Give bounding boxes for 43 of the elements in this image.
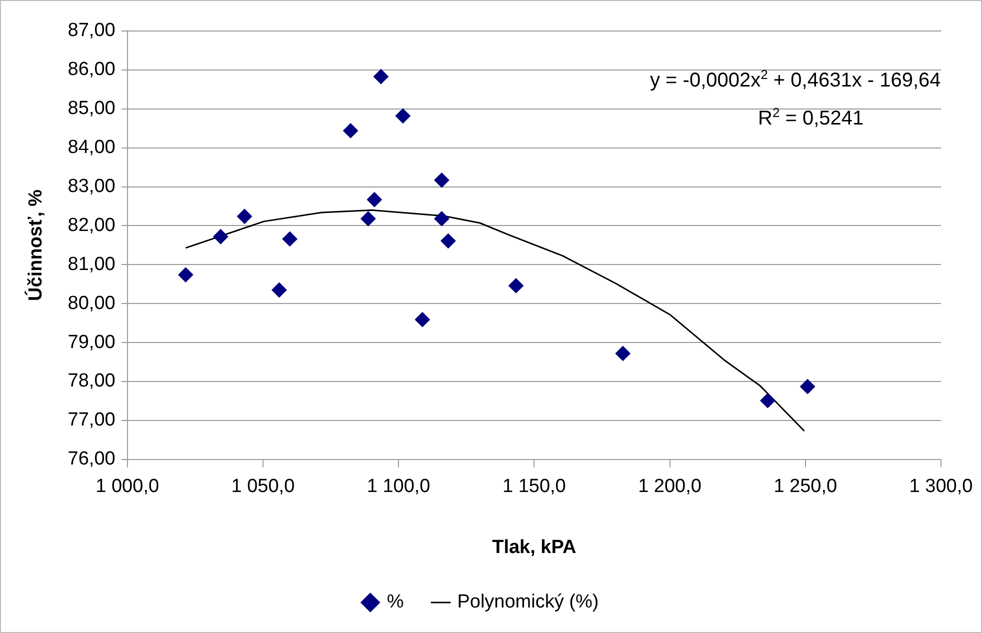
point bbox=[366, 192, 382, 208]
y-tick-label: 78,00 bbox=[68, 370, 116, 392]
point bbox=[434, 172, 450, 188]
y-tick-label: 83,00 bbox=[68, 176, 116, 198]
point bbox=[615, 346, 630, 361]
y-tick-label: 79,00 bbox=[68, 332, 116, 353]
y-axis-title: Účinnosť, % bbox=[24, 189, 47, 301]
x-tick-label: 1 050,0 bbox=[231, 476, 295, 498]
x-tick-label: 1 250,0 bbox=[774, 476, 838, 498]
point bbox=[237, 208, 252, 224]
y-tick-label: 81,00 bbox=[68, 254, 116, 275]
y-tick-label: 80,00 bbox=[68, 292, 116, 314]
point bbox=[395, 108, 410, 124]
point bbox=[414, 312, 430, 328]
y-tick-label: 84,00 bbox=[68, 137, 116, 158]
x-tick-label: 1 150,0 bbox=[502, 476, 566, 498]
point bbox=[272, 282, 287, 298]
y-tick-label: 77,00 bbox=[68, 410, 116, 431]
legend-label: Polynomický (%) bbox=[457, 592, 599, 613]
point bbox=[360, 211, 376, 226]
point bbox=[282, 231, 298, 246]
point bbox=[373, 69, 388, 84]
y-tick-label: 87,00 bbox=[68, 20, 116, 42]
x-tick-label: 1 300,0 bbox=[909, 476, 973, 498]
x-tick-label: 1 100,0 bbox=[366, 476, 430, 498]
legend-label: % bbox=[386, 592, 404, 613]
y-tick-label: 86,00 bbox=[68, 59, 116, 80]
y-tick-label: 82,00 bbox=[68, 214, 116, 236]
point bbox=[213, 229, 228, 244]
point bbox=[343, 123, 358, 138]
y-tick-label: 85,00 bbox=[68, 98, 116, 120]
point bbox=[440, 233, 456, 248]
x-axis-title: Tlak, kPA bbox=[492, 536, 577, 558]
point bbox=[508, 278, 524, 294]
annotation: R$^{2}$ = 0,5241 bbox=[758, 105, 864, 131]
point bbox=[760, 393, 776, 408]
annotation: y = -0,0002x$^{2}$ + 0,4631x - 169,64 bbox=[650, 67, 941, 93]
point bbox=[178, 267, 194, 282]
x-tick-label: 1 200,0 bbox=[638, 476, 702, 498]
point bbox=[800, 379, 816, 394]
y-tick-label: 76,00 bbox=[68, 448, 116, 470]
x-tick-label: 1 000,0 bbox=[96, 476, 160, 498]
point bbox=[434, 211, 450, 226]
